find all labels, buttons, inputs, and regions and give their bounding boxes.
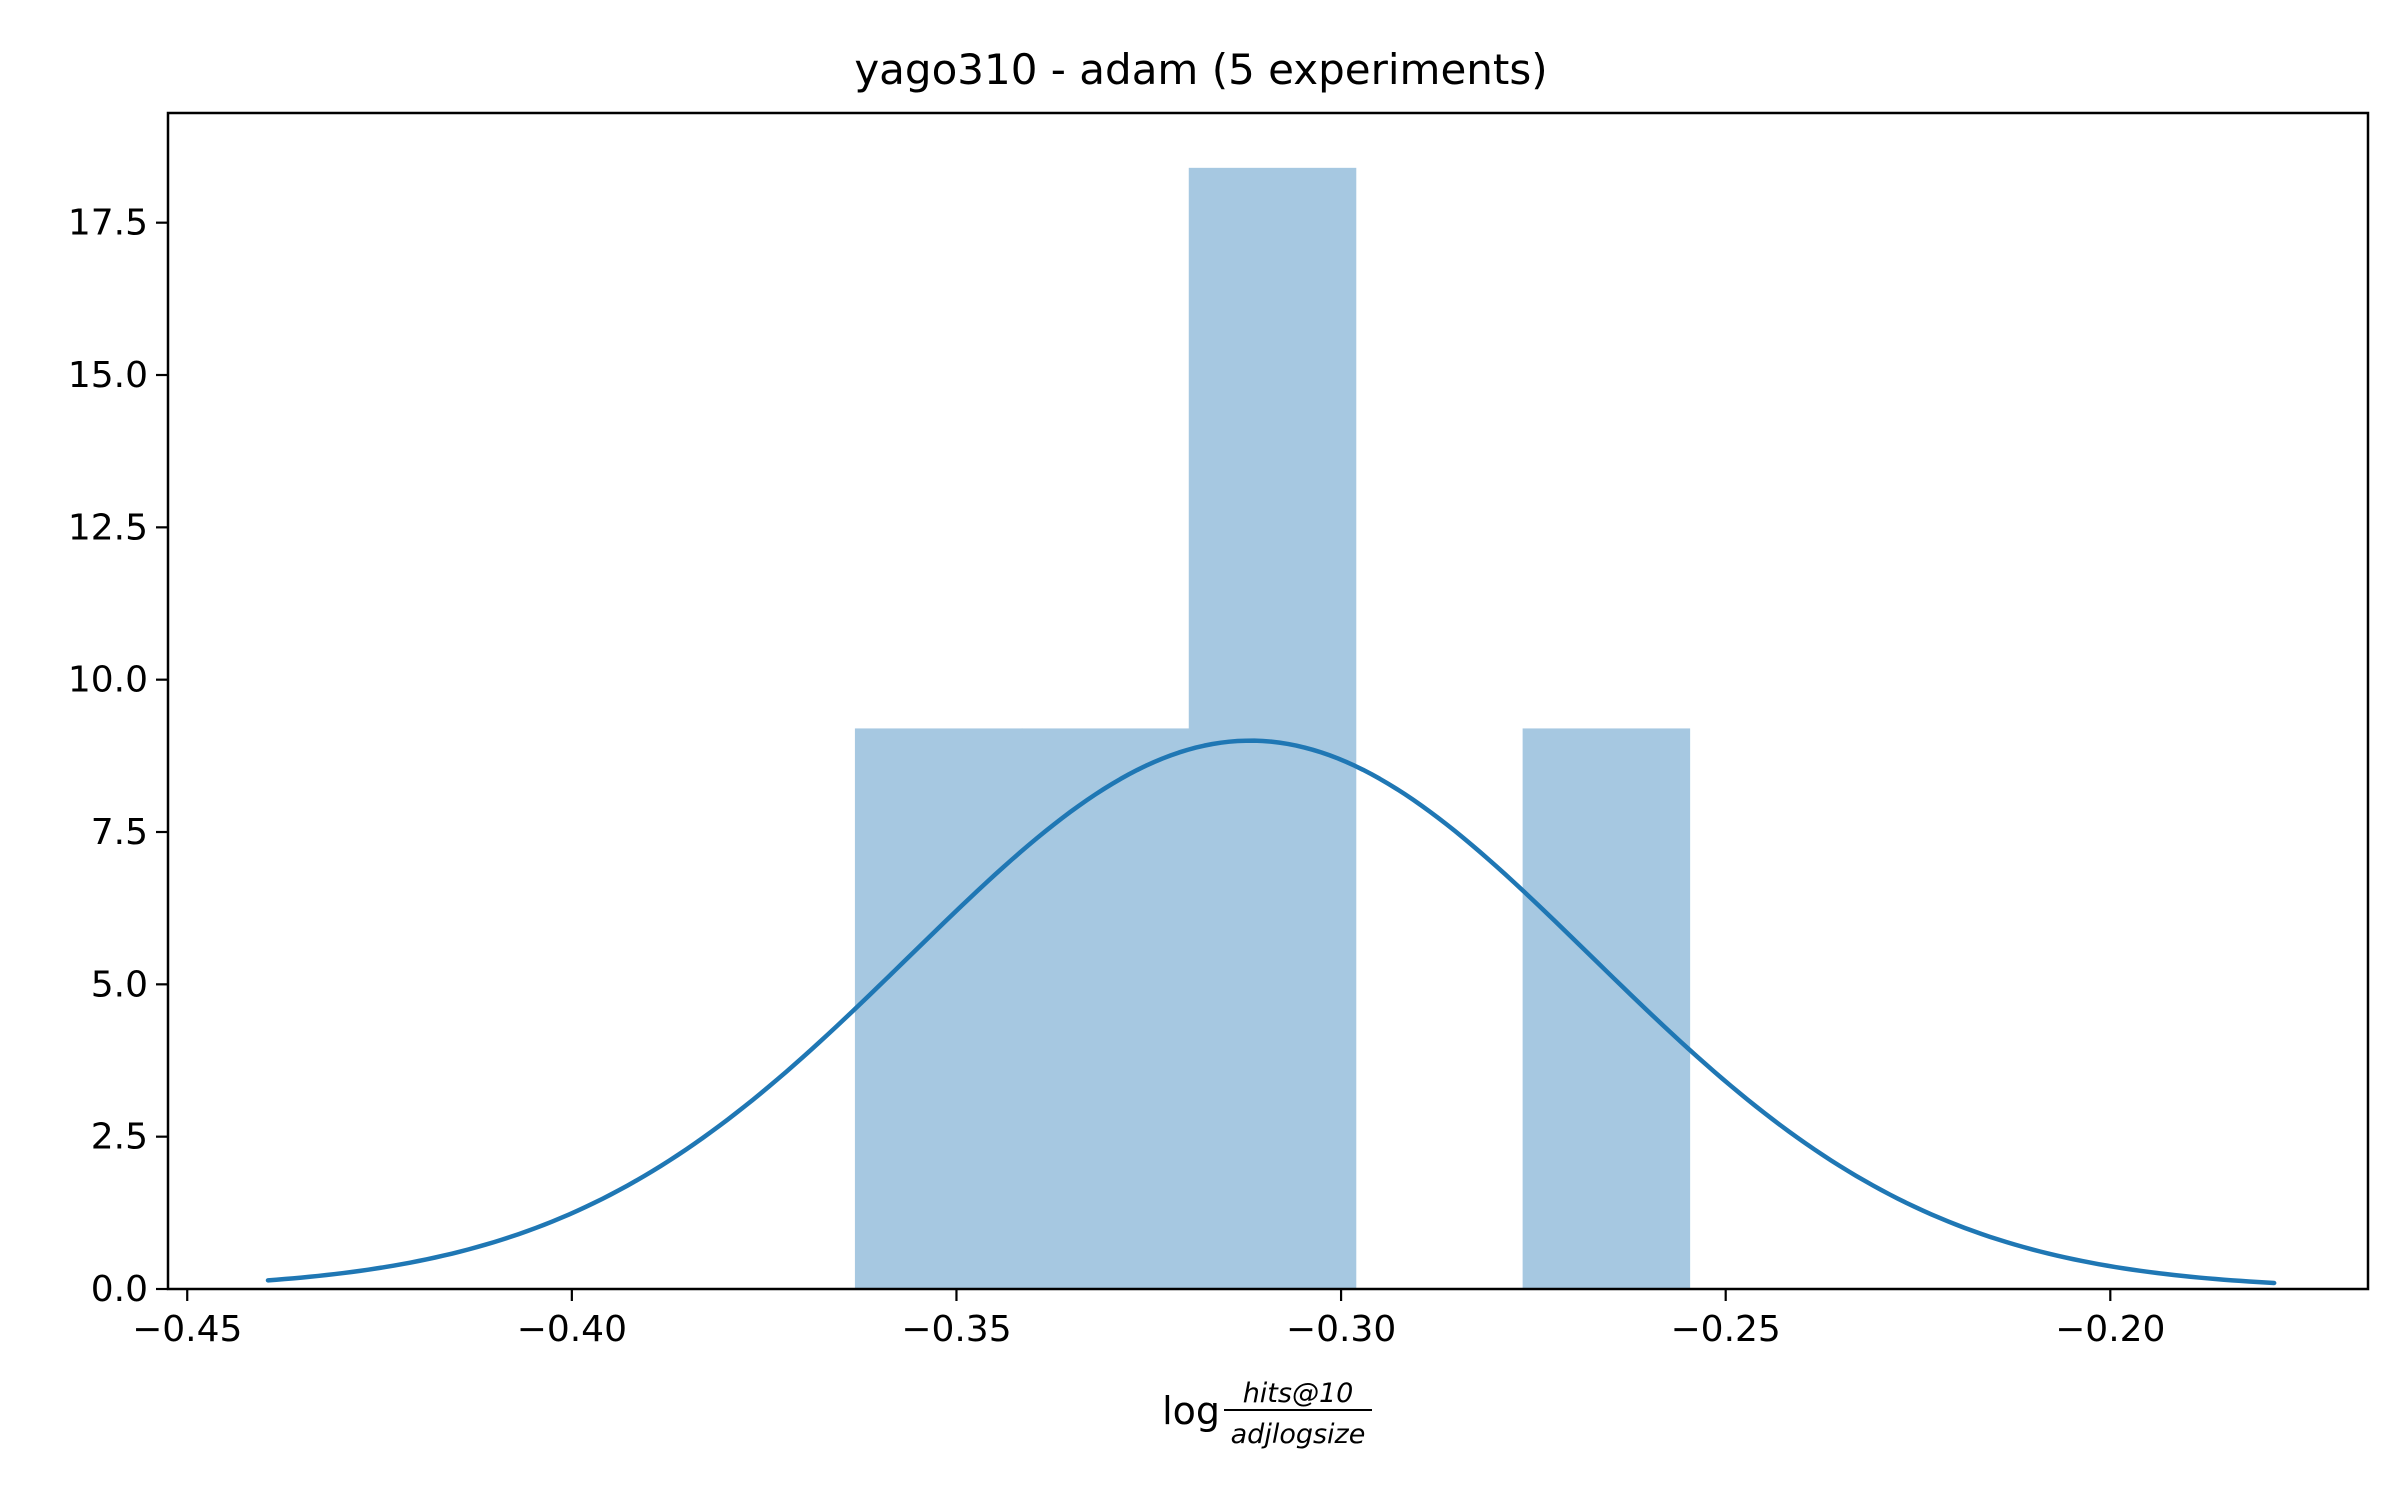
y-tick-label-2: 2.5	[91, 1117, 148, 1158]
x-axis-ticks: −0.45 −0.40 −0.35 −0.30 −0.25 −0.20	[132, 1289, 2165, 1350]
histogram-bar-2	[1021, 728, 1190, 1289]
x-tick-label-6: −0.20	[2055, 1309, 2165, 1350]
x-axis-label: log hits@10 adjlogsize	[1162, 1378, 1372, 1450]
x-axis-label-denominator: adjlogsize	[1231, 1419, 1366, 1450]
x-axis-label-numerator: hits@10	[1243, 1378, 1354, 1409]
density-curve	[265, 738, 2277, 1286]
y-tick-label-1: 0.0	[91, 1269, 148, 1310]
x-axis-label-prefix: log	[1162, 1389, 1220, 1433]
chart-title: yago310 - adam (5 experiments)	[854, 45, 1547, 94]
y-axis-ticks: 0.0 2.5 5.0 7.5 10.0 12.5 15.0 17.5	[68, 203, 168, 1310]
x-tick-label-3: −0.35	[901, 1309, 1011, 1350]
y-tick-label-8: 17.5	[68, 203, 148, 244]
x-tick-label-2: −0.40	[517, 1309, 627, 1350]
x-tick-label-5: −0.25	[1671, 1309, 1781, 1350]
plot-area-frame	[166, 111, 2370, 1291]
y-tick-label-4: 7.5	[91, 812, 148, 853]
histogram-bar-1	[854, 728, 1023, 1289]
histogram-bar-3	[1188, 167, 1357, 1290]
x-tick-label-4: −0.30	[1286, 1309, 1396, 1350]
y-tick-label-3: 5.0	[91, 964, 148, 1005]
y-tick-label-6: 12.5	[68, 507, 148, 548]
histogram-bar-5	[1522, 728, 1691, 1289]
histogram-bars	[854, 167, 1691, 1290]
y-tick-label-5: 10.0	[68, 660, 148, 701]
x-tick-label-1: −0.45	[132, 1309, 242, 1350]
density-curve-layer	[265, 738, 2277, 1286]
y-tick-label-7: 15.0	[68, 355, 148, 396]
